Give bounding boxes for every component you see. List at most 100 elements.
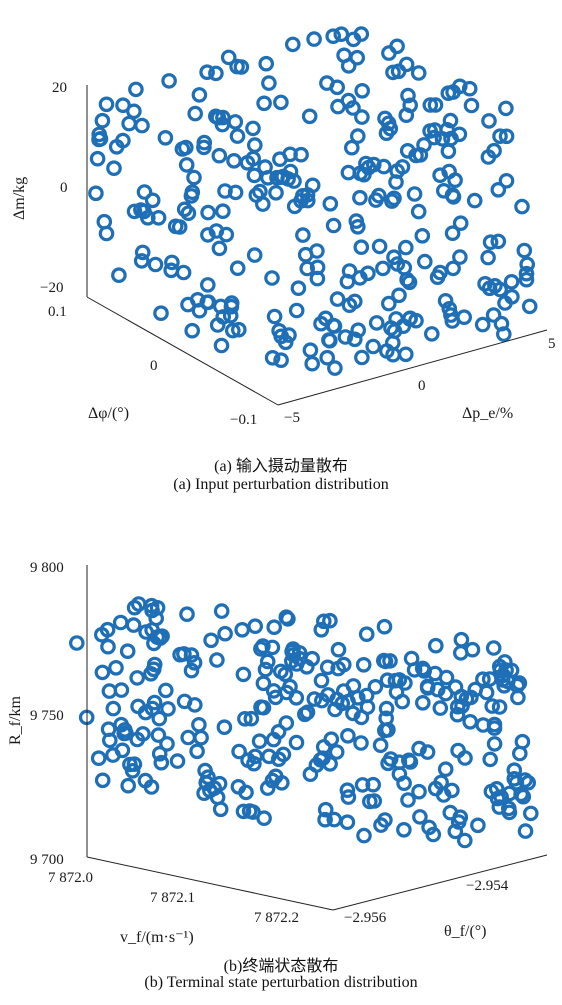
data-point [427,637,444,654]
data-point [375,260,391,277]
data-point [251,733,268,749]
data-point [189,743,205,760]
data-point [266,619,282,635]
data-point [406,186,423,202]
data-point [445,84,461,100]
chart-a-z-tick: 20 [52,80,67,96]
data-point [213,603,230,619]
data-point [480,249,496,266]
data-point [509,677,526,694]
data-point [136,184,153,200]
data-point [273,352,289,368]
chart-a-axes [86,85,548,406]
data-point [246,167,263,184]
data-point [518,271,535,288]
data-point [381,45,397,61]
data-point [483,783,500,800]
data-point [441,163,457,180]
data-point [456,832,473,849]
data-point [345,678,362,694]
data-point [452,215,469,231]
data-point [380,295,397,312]
data-point [490,233,507,250]
data-point [432,700,449,716]
data-point [397,239,414,256]
data-point [235,803,252,820]
chart-a-points [88,26,538,376]
data-point [486,720,503,736]
data-point [389,38,405,55]
data-point [246,755,262,772]
data-point [328,744,345,760]
data-point [378,700,395,717]
data-point [216,719,233,735]
data-point [133,253,150,269]
data-point [153,305,169,321]
data-point [401,274,418,291]
data-point [151,710,168,727]
data-point [402,97,418,114]
data-point [452,645,469,661]
data-point [178,157,195,173]
data-point [153,754,170,771]
data-point [391,766,408,782]
data-point [288,689,305,706]
data-point [69,635,85,651]
data-point [215,203,231,219]
data-point [184,322,200,339]
data-point [412,809,428,825]
data-point [106,160,122,176]
data-point [461,80,478,97]
data-point [247,137,263,153]
data-point [317,801,334,818]
data-point [367,678,384,695]
data-point [327,701,343,718]
data-point [135,726,151,742]
data-point [498,128,515,145]
data-point [470,817,486,834]
data-point [320,687,336,703]
data-point [112,614,129,631]
data-point [365,776,381,793]
data-point [180,205,197,221]
data-point [482,751,498,768]
data-point [388,684,405,700]
data-point [437,761,454,777]
data-point [353,26,370,42]
data-point [353,735,369,751]
data-point [225,322,241,339]
data-point [518,265,535,282]
data-point [218,226,235,243]
data-point [333,26,350,42]
data-point [426,129,442,146]
data-point [411,740,427,757]
data-point [196,139,212,156]
data-point [340,727,356,744]
data-point [227,114,244,130]
data-point [229,260,246,276]
data-point [179,606,195,622]
data-point [100,721,117,737]
data-point [427,97,444,113]
data-point [375,158,392,175]
data-point [427,665,443,682]
data-point [217,625,233,642]
data-point [329,291,346,307]
data-point [352,189,368,206]
data-point [243,710,260,727]
data-point [399,271,415,288]
data-point [319,349,335,366]
data-point [175,264,192,281]
data-point [358,687,375,704]
data-point [486,736,503,752]
data-point [265,731,282,748]
data-point [474,316,491,333]
data-point [282,163,299,180]
data-point [101,683,118,699]
data-point [491,699,508,715]
data-point [500,800,517,817]
data-point [330,641,347,658]
data-point [450,814,467,830]
data-point [325,28,341,44]
data-point [492,128,508,144]
